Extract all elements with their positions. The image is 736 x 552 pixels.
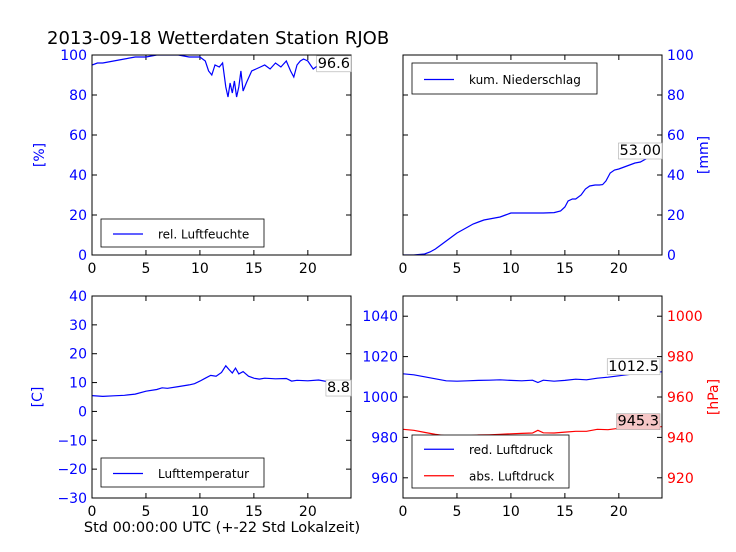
y-tick-label: 0 <box>78 404 87 420</box>
end-value-label: 53.00 <box>619 143 661 159</box>
x-tick-label: 15 <box>245 261 263 277</box>
legend-label: rel. Luftfeuchte <box>158 228 249 242</box>
legend-frame <box>411 434 570 489</box>
end-value-box <box>316 55 352 73</box>
series-line-red-luftdruck <box>403 371 662 384</box>
end-value-box <box>618 142 663 160</box>
y-tick-label: −10 <box>57 433 87 449</box>
y-tick-label: 30 <box>69 318 87 334</box>
y-tick-label: 100 <box>60 48 87 64</box>
y2-axis-label: [hPa] <box>706 379 722 415</box>
x-tick-label: 5 <box>141 504 150 520</box>
y-tick-label: 0 <box>78 248 87 264</box>
legend-label: Lufttemperatur <box>158 467 249 481</box>
chart-panel-precip: 0 5 10 15 20 0 20 40 60 80 100 [mm] 53.00 kum. Nieder… <box>399 48 712 277</box>
y-tick-label: 40 <box>667 168 685 184</box>
legend-label: abs. Luftdruck <box>469 469 554 483</box>
series-line-lufttemperatur <box>92 364 351 398</box>
x-tick-label: 0 <box>88 261 97 277</box>
legend-frame <box>100 457 265 488</box>
x-tick-label: 10 <box>502 261 520 277</box>
end-value-box <box>616 413 661 430</box>
plot-frame <box>402 295 663 499</box>
x-tick-label: 15 <box>245 504 263 520</box>
y-tick-label: 80 <box>69 88 87 104</box>
y-tick-label: 100 <box>667 48 694 64</box>
chart-panel-temperature: 0 5 10 15 20 −30 −20 −10 0 10 20 30 40 [C] 8.8 Lufttemp… <box>30 289 352 520</box>
y-tick-label: 10 <box>69 376 87 392</box>
end-value-box <box>325 379 352 397</box>
x-tick-label: 5 <box>452 261 461 277</box>
y2-tick-label: 980 <box>667 350 694 366</box>
y-tick-label: 40 <box>69 168 87 184</box>
plot-frame <box>91 54 352 256</box>
x-tick-label: 20 <box>610 261 628 277</box>
chart-panel-humidity: 0 5 10 15 20 0 20 40 60 80 100 [%] 96.6 rel. Luftfeuc… <box>32 48 352 277</box>
legend-frame <box>411 62 598 95</box>
y-tick-label: 80 <box>667 88 685 104</box>
legend-label: kum. Niederschlag <box>469 73 581 87</box>
chart-panel-pressure: 0 5 10 15 20 960 980 1000 1020 1040 920 940 960 980 10… <box>362 295 722 520</box>
x-tick-label: 15 <box>556 261 574 277</box>
x-tick-label: 20 <box>299 504 317 520</box>
end-value-label: 1012.5 <box>608 359 659 375</box>
y2-tick-label: 1000 <box>667 309 703 325</box>
y-tick-label: 60 <box>667 128 685 144</box>
x-tick-label: 10 <box>502 504 520 520</box>
figure-title: 2013-09-18 Wetterdaten Station RJOB <box>47 28 389 49</box>
x-tick-label: 0 <box>399 261 408 277</box>
end-value-label: 96.6 <box>318 56 350 72</box>
series-line-rel-luftfeuchte <box>92 55 351 98</box>
y-tick-label: −20 <box>57 462 87 478</box>
y-tick-label: 960 <box>371 471 398 487</box>
y-tick-label: 40 <box>69 289 87 305</box>
x-tick-label: 0 <box>399 504 408 520</box>
x-tick-label: 10 <box>191 261 209 277</box>
x-tick-label: 10 <box>191 504 209 520</box>
y-tick-label: 60 <box>69 128 87 144</box>
legend: red. Luftdruck abs. Luftdruck <box>411 434 570 489</box>
y-tick-label: 0 <box>667 248 676 264</box>
legend-frame <box>100 218 265 248</box>
x-tick-label: 5 <box>452 504 461 520</box>
y-tick-label: 20 <box>69 347 87 363</box>
legend: rel. Luftfeuchte <box>100 218 265 248</box>
x-tick-label: 0 <box>88 504 97 520</box>
y2-tick-label: 960 <box>667 390 694 406</box>
end-value-box <box>606 358 661 376</box>
y-tick-label: 20 <box>69 208 87 224</box>
x-tick-label: 20 <box>610 504 628 520</box>
x-axis-footer-label: Std 00:00:00 UTC (+-22 Std Lokalzeit) <box>84 520 360 536</box>
y2-tick-label: 940 <box>667 430 694 446</box>
y-axis-label: [mm] <box>696 136 712 174</box>
x-tick-label: 20 <box>299 261 317 277</box>
y-tick-label: 20 <box>667 208 685 224</box>
y2-tick-label: 920 <box>667 471 694 487</box>
plot-frame <box>91 295 352 499</box>
end-value-label: 8.8 <box>327 380 350 396</box>
y-tick-label: 980 <box>371 430 398 446</box>
end-value-label: 945.3 <box>617 414 659 430</box>
y-axis-label: [%] <box>32 143 48 167</box>
y-tick-label: 1000 <box>362 390 398 406</box>
y-tick-label: 1020 <box>362 350 398 366</box>
y-tick-label: 1040 <box>362 309 398 325</box>
x-tick-label: 15 <box>556 504 574 520</box>
legend: Lufttemperatur <box>100 457 265 488</box>
legend: kum. Niederschlag <box>411 62 598 95</box>
legend-label: red. Luftdruck <box>469 443 553 457</box>
x-tick-label: 5 <box>141 261 150 277</box>
y-axis-label: [C] <box>30 387 46 408</box>
y-tick-label: −30 <box>57 491 87 507</box>
series-line-kum-niederschlag <box>403 148 662 255</box>
